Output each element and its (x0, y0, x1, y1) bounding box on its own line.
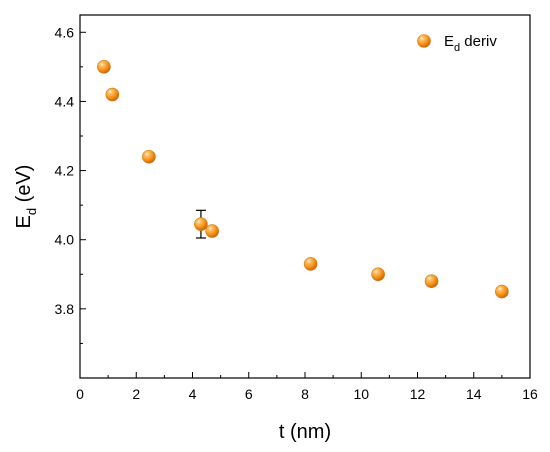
x-tick-label: 6 (245, 386, 253, 402)
data-point (371, 267, 385, 282)
legend-label-sub: d (454, 42, 460, 54)
y-axis-label: Ed (eV) (13, 165, 39, 229)
plot-area (79, 14, 531, 379)
data-point (303, 257, 318, 271)
x-axis-label: t (nm) (279, 421, 331, 443)
y-axis-label-sub: d (24, 208, 39, 215)
data-point (205, 224, 219, 238)
legend: Ed deriv (417, 33, 497, 54)
x-tick-label: 16 (522, 386, 538, 402)
y-tick-label: 4.0 (55, 232, 75, 248)
x-tick-label: 8 (301, 386, 309, 402)
y-axis-label-tail: (eV) (13, 165, 35, 208)
data-point (424, 274, 439, 289)
data-point (105, 87, 120, 102)
x-tick-label: 12 (410, 386, 426, 402)
data-point (194, 217, 208, 231)
axis-ticks: 0 2 4 6 8 10 12 14 16 3.8 4.0 4.2 4.4 4.6 (55, 24, 538, 402)
x-tick-label: 14 (466, 386, 482, 402)
x-tick-label: 10 (353, 386, 369, 402)
plot-frame (79, 14, 531, 379)
x-tick-label: 4 (189, 386, 197, 402)
y-tick-label: 4.4 (55, 93, 75, 109)
axis-labels: t (nm) Ed (eV) (13, 165, 331, 443)
y-axis-label-main: E (13, 215, 35, 228)
legend-label-main: E (444, 33, 454, 50)
data-point (142, 149, 156, 164)
data-point (495, 284, 509, 299)
legend-label-tail: deriv (460, 33, 497, 50)
x-tick-label: 2 (132, 386, 140, 402)
legend-label: Ed deriv (444, 33, 497, 54)
y-tick-label: 3.8 (55, 301, 75, 317)
y-tick-label: 4.6 (55, 24, 75, 40)
legend-marker (417, 34, 431, 48)
data-point (97, 60, 111, 74)
x-tick-label: 0 (76, 386, 84, 402)
data-points (97, 60, 509, 299)
y-tick-label: 4.2 (55, 163, 75, 179)
